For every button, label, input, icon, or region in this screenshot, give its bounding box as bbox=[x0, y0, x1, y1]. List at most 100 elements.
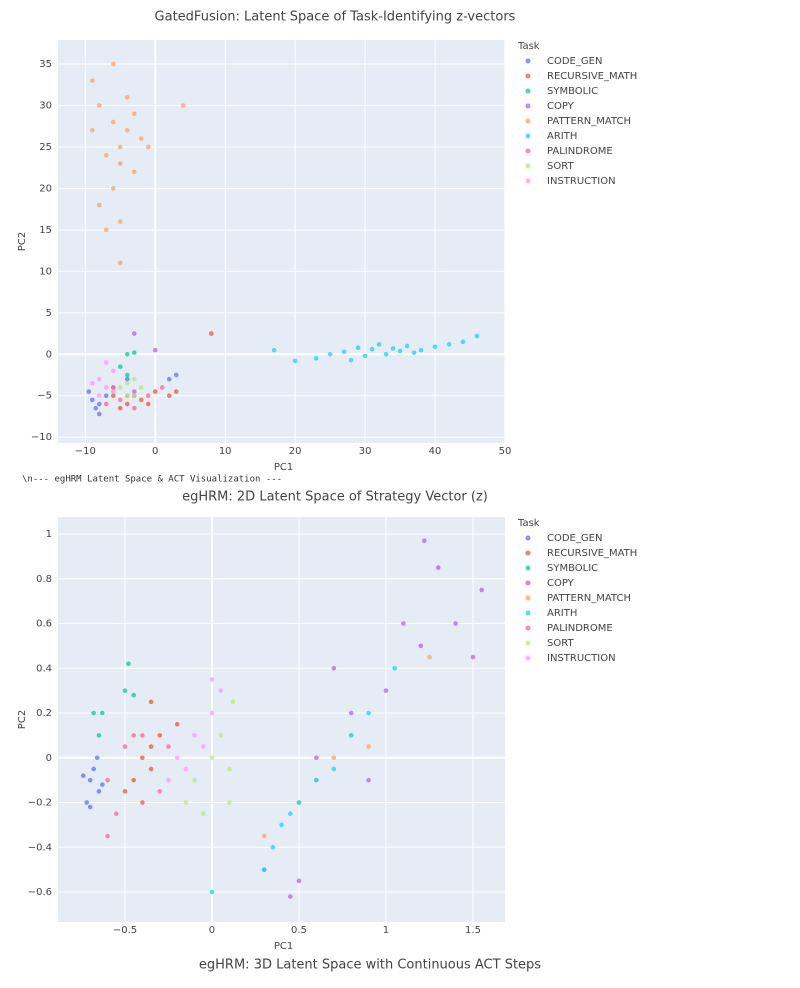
point bbox=[314, 755, 319, 761]
point bbox=[131, 777, 136, 783]
x-tick-label: 40 bbox=[429, 446, 442, 457]
point bbox=[140, 755, 145, 761]
point bbox=[122, 688, 128, 693]
log-line: \n--- egHRM Latent Space & ACT Visualiza… bbox=[22, 475, 282, 485]
point bbox=[296, 800, 302, 805]
point bbox=[110, 186, 116, 191]
point bbox=[183, 766, 189, 772]
point bbox=[313, 356, 319, 361]
y-tick-label: 0.6 bbox=[36, 619, 52, 630]
legend-marker bbox=[525, 163, 531, 169]
point bbox=[117, 260, 123, 266]
legend-label: RECURSIVE_MATH bbox=[547, 71, 637, 82]
point bbox=[96, 733, 102, 738]
point bbox=[124, 393, 130, 399]
point bbox=[91, 766, 96, 772]
x-tick-label: 20 bbox=[289, 446, 302, 457]
point bbox=[138, 136, 144, 141]
point bbox=[331, 766, 337, 772]
point bbox=[152, 389, 158, 394]
point bbox=[148, 766, 154, 772]
y-tick-label: 5 bbox=[46, 308, 52, 319]
point bbox=[218, 688, 223, 693]
legend-marker bbox=[525, 535, 531, 541]
legend-marker bbox=[525, 655, 531, 661]
point bbox=[383, 351, 389, 357]
legend-marker bbox=[525, 58, 531, 64]
point bbox=[124, 351, 130, 357]
point bbox=[96, 789, 102, 794]
point bbox=[93, 405, 99, 411]
point bbox=[131, 733, 136, 738]
point bbox=[103, 385, 109, 390]
y-tick-label: 10 bbox=[39, 266, 52, 277]
point bbox=[192, 777, 197, 783]
point bbox=[157, 733, 163, 738]
legend-marker bbox=[525, 580, 531, 586]
point bbox=[122, 789, 128, 794]
point bbox=[418, 347, 424, 353]
point bbox=[100, 782, 105, 787]
points bbox=[86, 61, 480, 417]
point bbox=[124, 94, 130, 100]
y-tick-label: −10 bbox=[31, 432, 52, 443]
plot-area bbox=[58, 517, 505, 922]
point bbox=[131, 389, 137, 394]
point bbox=[103, 360, 109, 365]
point bbox=[227, 800, 232, 805]
legend-marker bbox=[525, 148, 531, 154]
chart-title: egHRM: 2D Latent Space of Strategy Vecto… bbox=[182, 490, 488, 505]
y-tick-label: 0.8 bbox=[36, 574, 52, 585]
legend-label: ARITH bbox=[547, 608, 577, 619]
point bbox=[209, 710, 215, 716]
point bbox=[152, 347, 158, 353]
point bbox=[96, 376, 102, 382]
point bbox=[122, 744, 128, 749]
point bbox=[166, 393, 172, 399]
point bbox=[117, 219, 123, 224]
point bbox=[474, 333, 480, 339]
point bbox=[110, 389, 116, 394]
legend-marker bbox=[525, 595, 531, 601]
point bbox=[89, 128, 95, 133]
point bbox=[140, 733, 145, 738]
point bbox=[110, 119, 116, 125]
legend-label: PALINDROME bbox=[547, 146, 613, 157]
point bbox=[110, 385, 116, 390]
next-chart-title: egHRM: 3D Latent Space with Continuous A… bbox=[199, 958, 541, 973]
point bbox=[397, 348, 403, 354]
x-tick-label: −0.5 bbox=[113, 925, 137, 936]
point bbox=[200, 744, 206, 749]
legend-marker bbox=[525, 565, 531, 571]
legend-label: SORT bbox=[547, 638, 574, 649]
legend-label: SYMBOLIC bbox=[547, 563, 598, 574]
point bbox=[174, 721, 180, 727]
legend-marker bbox=[525, 103, 531, 109]
point bbox=[453, 621, 458, 626]
y-tick-label: −0.6 bbox=[28, 887, 52, 898]
x-tick-label: 10 bbox=[219, 446, 232, 457]
point bbox=[126, 661, 131, 667]
point bbox=[157, 789, 163, 794]
legend-label: PALINDROME bbox=[547, 623, 613, 634]
point bbox=[110, 368, 116, 374]
x-tick-label: −10 bbox=[75, 446, 96, 457]
point bbox=[327, 351, 333, 357]
point bbox=[173, 372, 179, 378]
point bbox=[140, 800, 145, 805]
point bbox=[117, 385, 123, 390]
point bbox=[348, 710, 354, 716]
point bbox=[89, 78, 95, 83]
point bbox=[124, 380, 130, 386]
x-tick-label: 30 bbox=[359, 446, 372, 457]
point bbox=[145, 401, 151, 407]
point bbox=[209, 755, 215, 761]
y-tick-label: 0.4 bbox=[36, 663, 52, 674]
y-tick-label: −5 bbox=[37, 391, 52, 402]
point bbox=[348, 357, 354, 363]
point bbox=[331, 755, 337, 761]
point bbox=[148, 699, 154, 705]
point bbox=[401, 621, 406, 626]
legend-label: CODE_GEN bbox=[547, 56, 602, 67]
